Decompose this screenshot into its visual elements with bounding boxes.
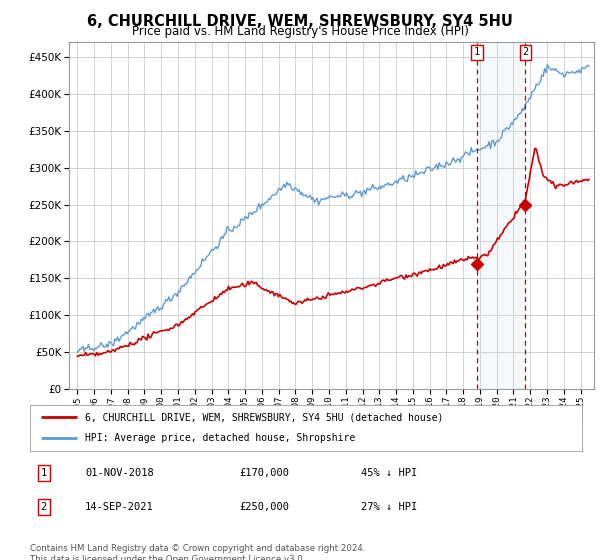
Text: Contains HM Land Registry data © Crown copyright and database right 2024.
This d: Contains HM Land Registry data © Crown c… bbox=[30, 544, 365, 560]
Text: £250,000: £250,000 bbox=[240, 502, 290, 512]
Text: Price paid vs. HM Land Registry's House Price Index (HPI): Price paid vs. HM Land Registry's House … bbox=[131, 25, 469, 38]
Bar bbox=[477, 42, 526, 389]
Text: 1: 1 bbox=[41, 468, 47, 478]
Text: 01-NOV-2018: 01-NOV-2018 bbox=[85, 468, 154, 478]
Text: 45% ↓ HPI: 45% ↓ HPI bbox=[361, 468, 418, 478]
Text: 6, CHURCHILL DRIVE, WEM, SHREWSBURY, SY4 5HU: 6, CHURCHILL DRIVE, WEM, SHREWSBURY, SY4… bbox=[87, 14, 513, 29]
Text: £170,000: £170,000 bbox=[240, 468, 290, 478]
Text: HPI: Average price, detached house, Shropshire: HPI: Average price, detached house, Shro… bbox=[85, 433, 355, 444]
Text: 2: 2 bbox=[41, 502, 47, 512]
Text: 1: 1 bbox=[474, 47, 480, 57]
Text: 14-SEP-2021: 14-SEP-2021 bbox=[85, 502, 154, 512]
Text: 6, CHURCHILL DRIVE, WEM, SHREWSBURY, SY4 5HU (detached house): 6, CHURCHILL DRIVE, WEM, SHREWSBURY, SY4… bbox=[85, 412, 443, 422]
Text: 27% ↓ HPI: 27% ↓ HPI bbox=[361, 502, 418, 512]
Text: 2: 2 bbox=[522, 47, 529, 57]
